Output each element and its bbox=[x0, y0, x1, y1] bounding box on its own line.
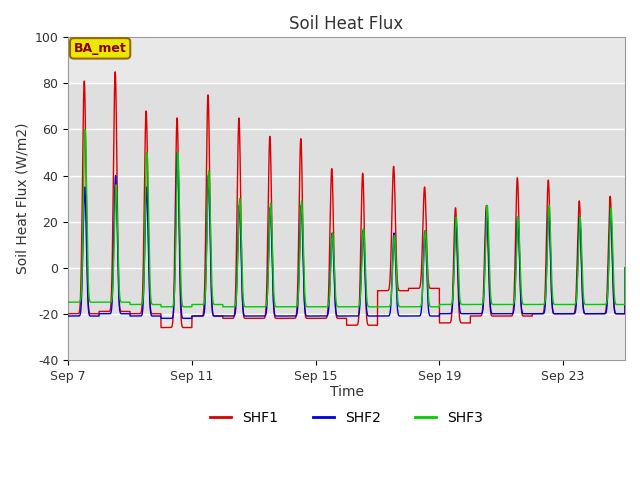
SHF1 bbox=[621, 265, 629, 271]
SHF3 bbox=[81, 127, 89, 132]
X-axis label: Time: Time bbox=[330, 385, 364, 399]
SHF2 bbox=[173, 150, 181, 156]
Y-axis label: Soil Heat Flux (W/m2): Soil Heat Flux (W/m2) bbox=[15, 123, 29, 274]
SHF1 bbox=[504, 313, 511, 319]
Text: BA_met: BA_met bbox=[74, 42, 127, 55]
SHF2 bbox=[509, 310, 517, 316]
SHF1 bbox=[64, 311, 72, 317]
SHF2 bbox=[621, 265, 629, 271]
SHF2 bbox=[483, 215, 490, 220]
SHF2 bbox=[64, 313, 72, 319]
SHF1 bbox=[509, 310, 517, 315]
SHF3 bbox=[524, 301, 532, 307]
SHF1 bbox=[483, 204, 490, 210]
SHF2 bbox=[284, 313, 291, 319]
Line: SHF2: SHF2 bbox=[68, 153, 625, 318]
SHF1 bbox=[284, 315, 291, 321]
SHF2 bbox=[504, 311, 511, 317]
SHF3 bbox=[504, 301, 511, 307]
SHF3 bbox=[621, 265, 629, 271]
SHF3 bbox=[64, 300, 72, 305]
SHF3 bbox=[299, 223, 307, 228]
SHF2 bbox=[157, 315, 165, 321]
SHF1 bbox=[299, 222, 307, 228]
SHF1 bbox=[524, 313, 532, 319]
Legend: SHF1, SHF2, SHF3: SHF1, SHF2, SHF3 bbox=[205, 406, 489, 431]
Bar bbox=[68, 84, 625, 314]
Line: SHF1: SHF1 bbox=[68, 72, 625, 327]
SHF3 bbox=[509, 301, 517, 307]
Line: SHF3: SHF3 bbox=[68, 130, 625, 307]
SHF1 bbox=[111, 69, 119, 75]
SHF2 bbox=[524, 311, 532, 317]
SHF3 bbox=[284, 304, 291, 310]
Title: Soil Heat Flux: Soil Heat Flux bbox=[289, 15, 404, 33]
SHF3 bbox=[483, 223, 490, 229]
SHF1 bbox=[157, 324, 165, 330]
SHF3 bbox=[157, 304, 165, 310]
SHF2 bbox=[299, 244, 307, 250]
